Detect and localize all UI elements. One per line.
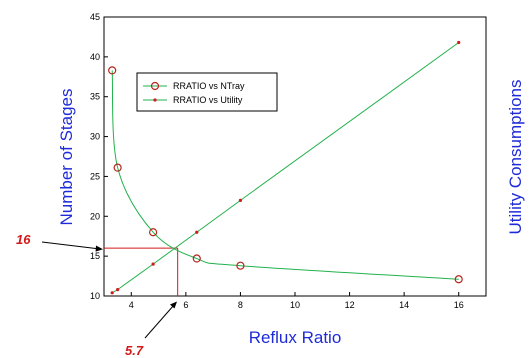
plot-area: [103, 16, 487, 297]
ntray-point: [236, 261, 245, 270]
x-tick-label: 8: [238, 300, 243, 310]
y-axis-title: Number of Stages: [57, 88, 76, 225]
legend-box: [136, 72, 278, 112]
x-tick-label: 16: [454, 300, 464, 310]
x-tick-label: 10: [290, 300, 300, 310]
x-tick-label: 14: [399, 300, 409, 310]
legend-marker-ntray: [150, 81, 160, 91]
y2-axis-title: Utility Consumptions: [506, 80, 525, 235]
series-layer: [108, 40, 463, 295]
x-axis-ticks: 4 6 8 10 12 14 16: [129, 292, 464, 310]
annotation-stages-label: 16: [16, 232, 31, 247]
ntray-point: [113, 163, 122, 172]
y-tick-label: 30: [90, 132, 100, 142]
legend-marker-utility: [153, 98, 157, 102]
annotation-stages-arrow: [41, 241, 101, 250]
legend-label-utility: RRATIO vs Utility: [173, 95, 243, 105]
x-axis-title: Reflux Ratio: [249, 328, 342, 347]
legend: RRATIO vs NTray RRATIO vs Utility: [136, 72, 278, 112]
ntray-point: [108, 66, 117, 75]
annotation-reflux-arrowhead: [170, 301, 177, 309]
ntray-point: [454, 275, 463, 284]
y-tick-label: 15: [90, 251, 100, 261]
utility-point: [457, 40, 461, 45]
annotation-reflux-label: 5.7: [125, 343, 144, 358]
y-tick-label: 25: [90, 171, 100, 181]
x-tick-label: 12: [345, 300, 355, 310]
legend-label-ntray: RRATIO vs NTray: [173, 81, 245, 91]
ntray-point: [149, 228, 158, 237]
annotation-reflux-arrow: [144, 304, 175, 339]
y-tick-label: 10: [90, 291, 100, 301]
series-line-0: [111, 70, 459, 280]
annotation-stages-arrowhead: [95, 245, 103, 252]
y-tick-label: 35: [90, 92, 100, 102]
utility-point: [151, 262, 155, 266]
y-axis-ticks: 10 15 20 25 30 35 40 45: [90, 12, 108, 301]
x-tick-label: 4: [129, 300, 134, 310]
y-tick-label: 40: [90, 52, 100, 62]
utility-point: [110, 291, 114, 295]
utility-point: [195, 230, 199, 234]
x-tick-label: 6: [183, 300, 188, 310]
y-tick-label: 45: [90, 12, 100, 22]
y-tick-label: 20: [90, 211, 100, 221]
utility-point: [116, 288, 120, 292]
intersection-guides: [104, 247, 179, 296]
ntray-point: [192, 254, 201, 263]
utility-point: [238, 198, 243, 202]
